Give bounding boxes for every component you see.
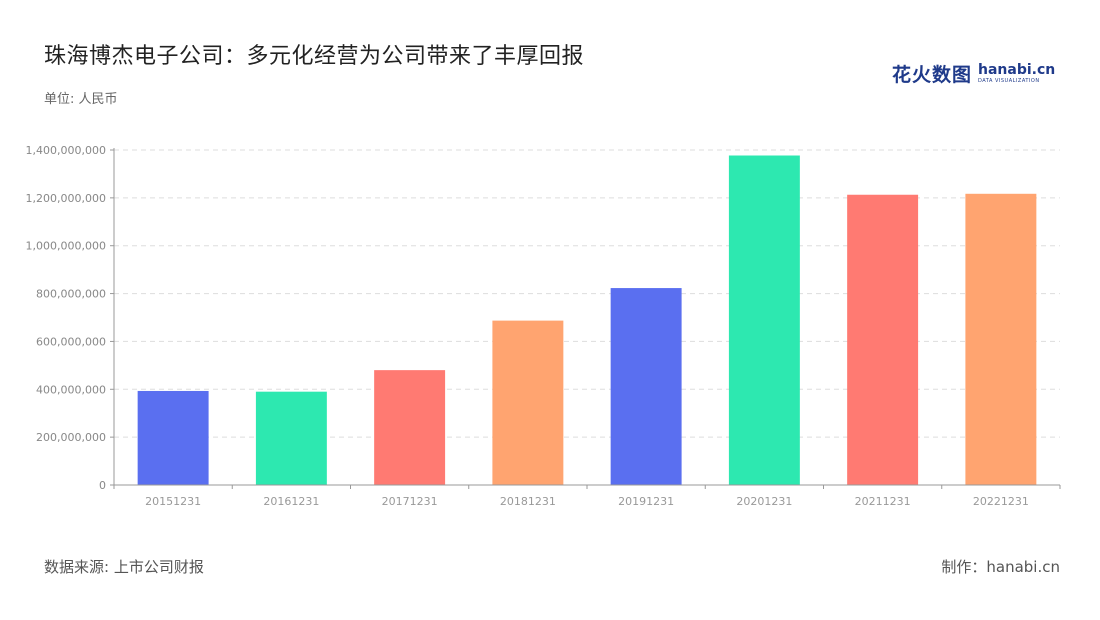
logo-en-group: hanabi.cn DATA VISUALIZATION xyxy=(978,63,1055,84)
y-tick-label: 400,000,000 xyxy=(36,383,106,396)
bar-20191231 xyxy=(610,288,682,485)
logo-cn-text: 花火数图 xyxy=(892,63,973,86)
y-tick-labels: 0 200,000,000 400,000,000 600,000,000 800,00… xyxy=(26,144,114,492)
x-tick-label: 20151231 xyxy=(145,495,201,508)
y-tick-label: 1,400,000,000 xyxy=(26,144,106,157)
bar-20171231 xyxy=(374,370,446,485)
credit-text: 制作：hanabi.cn xyxy=(941,558,1060,576)
y-tick-label: 600,000,000 xyxy=(36,335,106,348)
y-tick-label: 1,000,000,000 xyxy=(26,240,106,253)
bar-20201231 xyxy=(728,155,800,485)
bar-20221231 xyxy=(965,193,1037,485)
x-tick-label: 20201231 xyxy=(736,495,792,508)
x-tick-label: 20221231 xyxy=(973,495,1029,508)
y-tick-label: 1,200,000,000 xyxy=(26,192,106,205)
y-tick-label: 800,000,000 xyxy=(36,288,106,301)
chart-title: 珠海博杰电子公司：多元化经营为公司带来了丰厚回报 xyxy=(44,44,585,69)
bar-20151231 xyxy=(137,390,209,485)
unit-label: 单位: 人民币 xyxy=(44,92,118,107)
data-source: 数据来源: 上市公司财报 xyxy=(44,558,204,576)
bars xyxy=(137,155,1037,485)
bar-20181231 xyxy=(492,320,564,485)
x-tick-label: 20181231 xyxy=(500,495,556,508)
x-tick-labels: 20151231 20161231 20171231 20181231 20191231… xyxy=(113,485,1061,508)
x-tick-label: 20191231 xyxy=(618,495,674,508)
x-tick-label: 20171231 xyxy=(382,495,438,508)
y-tick-label: 0 xyxy=(99,479,106,492)
x-tick-label: 20161231 xyxy=(263,495,319,508)
bar-20161231 xyxy=(255,391,327,485)
logo-en-text: hanabi.cn xyxy=(978,61,1056,78)
y-tick-label: 200,000,000 xyxy=(36,431,106,444)
logo-sub-text: DATA VISUALIZATION xyxy=(978,77,1040,84)
bar-20211231 xyxy=(847,194,919,485)
brand-logo: 花火数图 hanabi.cn DATA VISUALIZATION xyxy=(892,58,1055,88)
x-tick-label: 20211231 xyxy=(855,495,911,508)
